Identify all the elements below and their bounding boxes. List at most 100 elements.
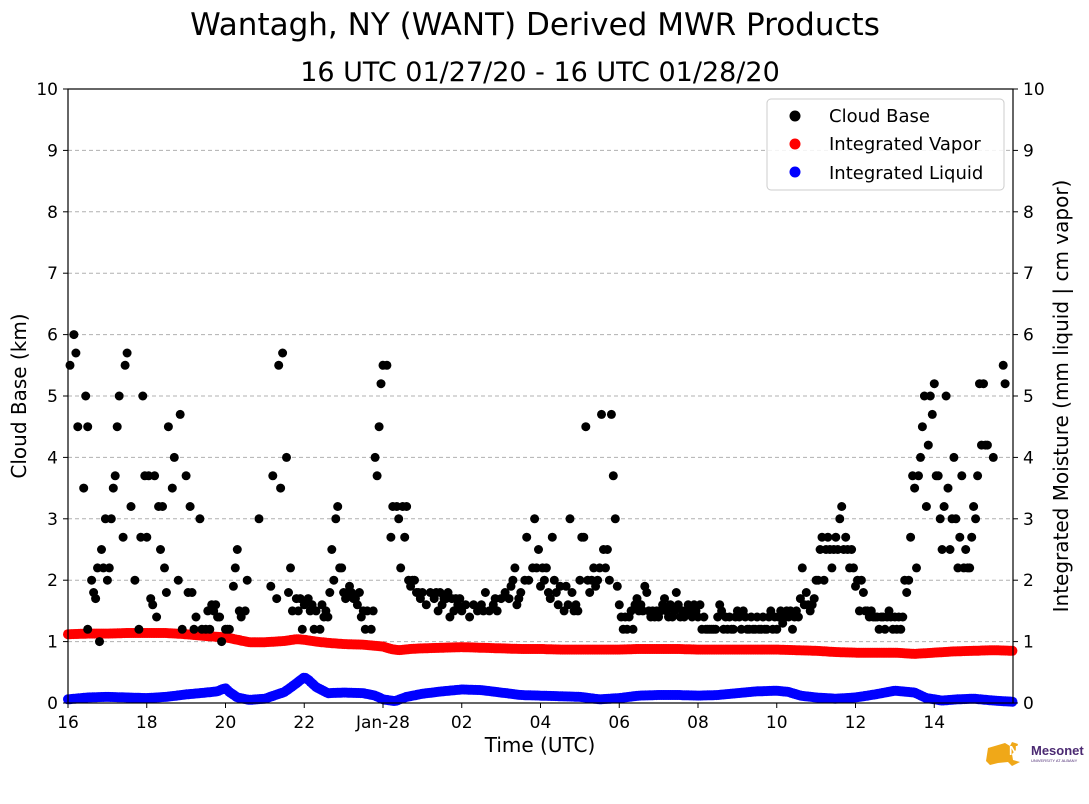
data-point bbox=[856, 575, 866, 585]
data-point bbox=[902, 588, 912, 597]
x-tick-label: Jan-28 bbox=[355, 713, 410, 733]
data-point bbox=[366, 624, 376, 634]
data-point bbox=[230, 563, 240, 573]
y-left-tick-label: 9 bbox=[47, 141, 58, 161]
data-point bbox=[927, 409, 937, 419]
y-right-tick-label: 6 bbox=[1023, 326, 1034, 346]
y-axis-left-label: Cloud Base (km) bbox=[7, 313, 31, 478]
y-right-tick-label: 5 bbox=[1023, 387, 1034, 407]
data-point bbox=[567, 588, 577, 597]
data-point bbox=[593, 575, 603, 585]
data-point bbox=[160, 563, 169, 573]
data-point bbox=[242, 575, 252, 585]
data-point bbox=[122, 348, 132, 358]
data-point bbox=[516, 588, 526, 597]
x-tick-label: 06 bbox=[608, 713, 630, 733]
data-point bbox=[79, 483, 89, 493]
data-point bbox=[97, 545, 106, 554]
data-point bbox=[728, 624, 738, 634]
data-point bbox=[282, 452, 291, 462]
y-axis-right-label: Integrated Moisture (mm liquid | cm vapo… bbox=[1049, 180, 1073, 613]
data-point bbox=[530, 514, 540, 524]
data-point bbox=[711, 624, 721, 634]
data-point bbox=[266, 581, 276, 591]
logo-name: Mesonet bbox=[1031, 743, 1084, 758]
data-point bbox=[81, 391, 91, 401]
data-point bbox=[916, 452, 925, 462]
data-point bbox=[297, 624, 307, 634]
data-point bbox=[152, 612, 162, 622]
data-point bbox=[547, 532, 557, 542]
data-point bbox=[104, 563, 114, 573]
data-point bbox=[524, 575, 534, 585]
data-point bbox=[612, 581, 622, 591]
data-point bbox=[608, 471, 618, 481]
data-point bbox=[158, 502, 167, 511]
data-point bbox=[933, 471, 943, 481]
data-point bbox=[793, 612, 803, 622]
data-point bbox=[823, 532, 833, 542]
data-point bbox=[138, 391, 148, 401]
legend: Cloud Base Integrated Vapor Integrated L… bbox=[766, 98, 1005, 191]
data-point bbox=[553, 600, 563, 610]
data-point bbox=[268, 471, 278, 481]
data-point bbox=[410, 575, 419, 585]
data-point bbox=[967, 532, 977, 542]
data-point bbox=[327, 545, 337, 554]
x-tick-label: 08 bbox=[687, 713, 709, 733]
data-point bbox=[510, 563, 520, 573]
data-point bbox=[504, 594, 514, 604]
data-point bbox=[217, 637, 227, 647]
data-point bbox=[943, 483, 953, 493]
data-point bbox=[163, 422, 173, 432]
y-right-tick-label: 4 bbox=[1023, 448, 1034, 468]
legend-marker-cloud-base bbox=[789, 110, 801, 122]
data-point bbox=[492, 606, 502, 616]
x-tick-label: 04 bbox=[530, 713, 552, 733]
data-point bbox=[660, 594, 669, 604]
legend-box bbox=[766, 98, 1005, 191]
data-point bbox=[169, 452, 179, 462]
data-point bbox=[87, 575, 97, 585]
legend-label-integrated-liquid: Integrated Liquid bbox=[829, 163, 983, 184]
y-left-tick-label: 7 bbox=[47, 264, 58, 284]
data-point bbox=[597, 409, 606, 419]
data-point bbox=[181, 471, 191, 481]
data-point bbox=[965, 563, 975, 573]
data-point bbox=[827, 563, 837, 573]
data-point bbox=[988, 452, 998, 462]
data-point bbox=[480, 588, 490, 597]
data-point bbox=[998, 360, 1008, 370]
y-right-tick-label: 7 bbox=[1023, 264, 1034, 284]
y-axis-left: 0 1 2 3 4 5 6 7 8 9 10 bbox=[36, 80, 68, 714]
data-point bbox=[134, 624, 144, 634]
data-point bbox=[841, 532, 851, 542]
data-point bbox=[914, 471, 923, 481]
data-point bbox=[71, 348, 81, 358]
y-right-tick-label: 9 bbox=[1023, 141, 1034, 161]
data-point bbox=[224, 624, 234, 634]
data-point bbox=[847, 545, 857, 554]
data-point bbox=[539, 575, 549, 585]
series-integrated-liquid bbox=[63, 672, 1018, 707]
data-point bbox=[311, 606, 321, 616]
data-point bbox=[118, 532, 128, 542]
data-point bbox=[232, 545, 242, 554]
data-point bbox=[102, 575, 112, 585]
data-point bbox=[642, 588, 652, 597]
data-point bbox=[211, 600, 221, 610]
data-point bbox=[228, 581, 238, 591]
data-point bbox=[402, 502, 412, 511]
data-point bbox=[949, 452, 959, 462]
data-point bbox=[819, 575, 829, 585]
x-axis: 16 18 20 22 Jan-28 02 04 06 08 10 12 14 bbox=[57, 703, 945, 733]
x-tick-label: 10 bbox=[766, 713, 788, 733]
data-point bbox=[671, 588, 681, 597]
y-left-tick-label: 10 bbox=[36, 80, 58, 100]
data-point bbox=[969, 502, 979, 511]
data-point bbox=[130, 575, 140, 585]
data-point bbox=[191, 612, 201, 622]
data-point bbox=[465, 612, 475, 622]
data-point bbox=[610, 514, 620, 524]
